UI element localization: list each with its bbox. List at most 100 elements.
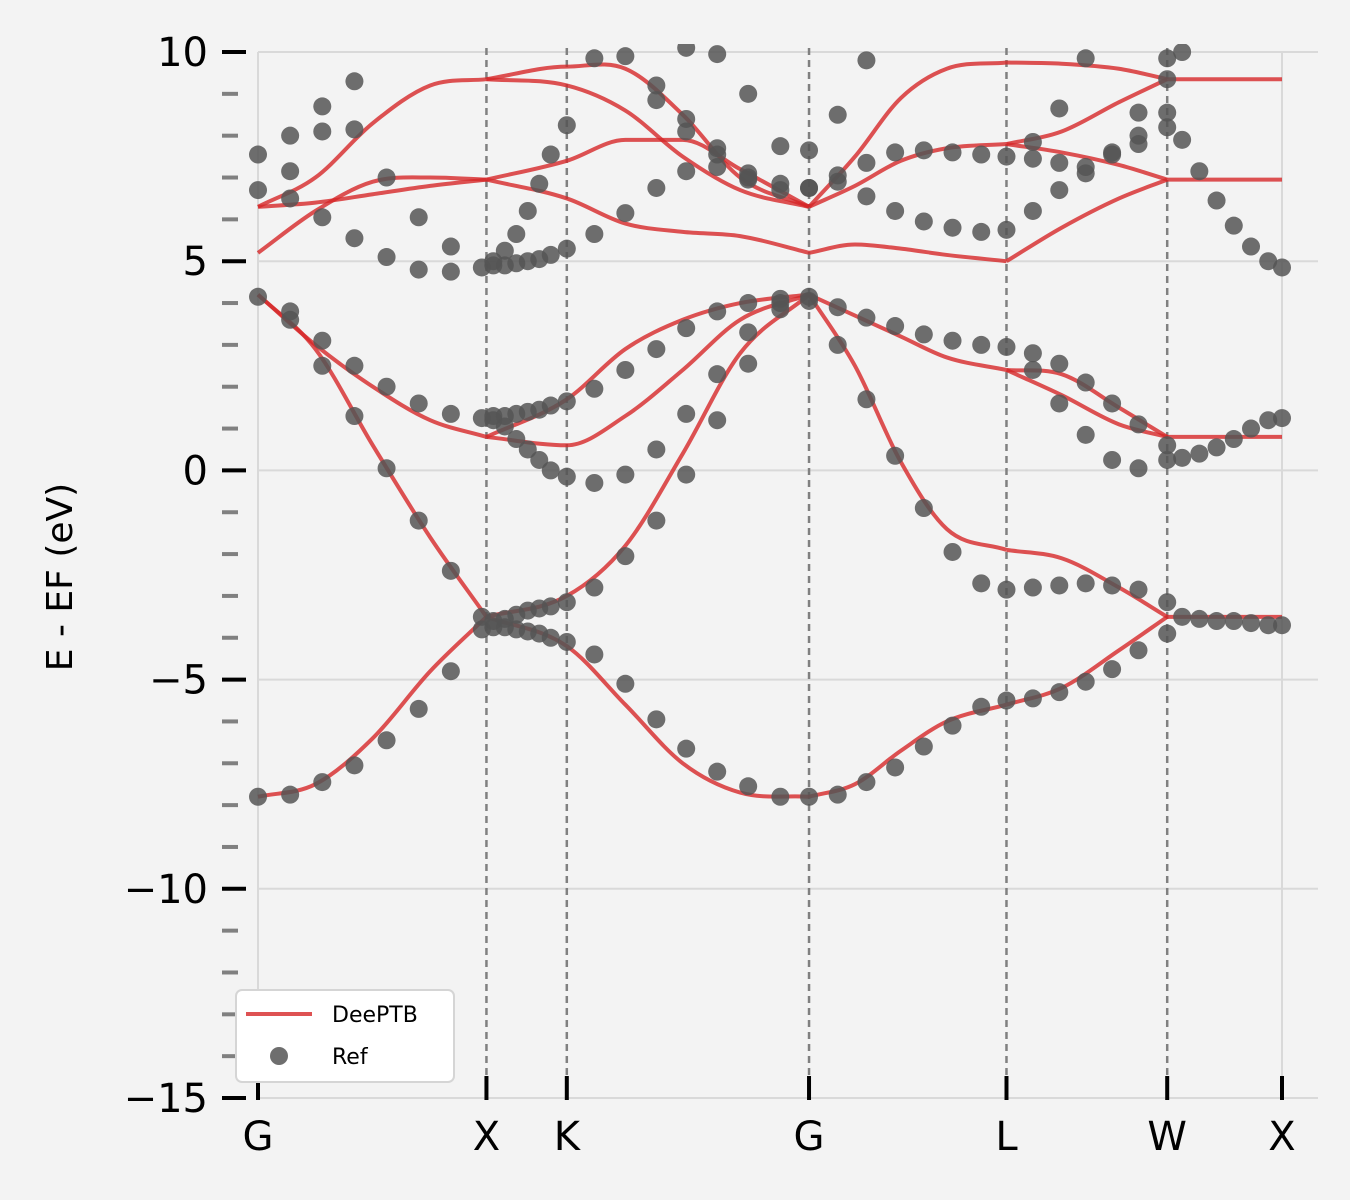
ref-point-19 bbox=[377, 377, 396, 396]
ref-points bbox=[249, 44, 1291, 806]
ref-point-60 bbox=[541, 461, 560, 480]
axis-ticks bbox=[222, 50, 1284, 1100]
ref-point-53 bbox=[541, 597, 560, 616]
ref-point-77 bbox=[495, 241, 514, 260]
ref-point-74 bbox=[541, 245, 560, 264]
ref-point-46 bbox=[541, 628, 560, 647]
ref-point-105 bbox=[616, 360, 635, 379]
deeptb-band-3 bbox=[256, 175, 487, 255]
ref-point-106 bbox=[647, 340, 666, 359]
ref-point-159 bbox=[857, 153, 876, 172]
ref-point-154 bbox=[943, 331, 962, 350]
ref-point-181 bbox=[1158, 624, 1177, 643]
ref-point-58 bbox=[518, 440, 537, 459]
ref-point-104 bbox=[585, 379, 604, 398]
ref-point-232 bbox=[1173, 448, 1192, 467]
ref-point-186 bbox=[1129, 580, 1148, 599]
ref-point-81 bbox=[541, 145, 560, 164]
ref-point-89 bbox=[771, 787, 790, 806]
ref-point-230 bbox=[1259, 616, 1278, 635]
ref-point-140 bbox=[997, 691, 1016, 710]
ref-point-27 bbox=[377, 248, 396, 267]
grid-lines bbox=[257, 51, 1318, 1099]
ref-point-144 bbox=[886, 446, 905, 465]
ref-point-112 bbox=[616, 204, 635, 223]
ref-point-205 bbox=[1158, 103, 1177, 122]
ref-point-0 bbox=[249, 787, 267, 806]
ref-point-2 bbox=[313, 773, 332, 792]
ref-point-16 bbox=[281, 302, 300, 321]
deeptb-band-10 bbox=[485, 177, 810, 255]
ytick-label-0: 10 bbox=[157, 30, 208, 76]
ref-point-82 bbox=[557, 116, 576, 135]
xtick-label-6: X bbox=[1268, 1114, 1295, 1160]
ref-point-218 bbox=[1173, 130, 1192, 149]
ref-point-135 bbox=[857, 773, 876, 792]
ref-point-80 bbox=[530, 174, 549, 193]
ref-point-156 bbox=[997, 337, 1016, 356]
ref-point-222 bbox=[1242, 237, 1261, 256]
tick-labels: 10 5 0 −5 −10 −15 G X K G L W X bbox=[124, 30, 1296, 1160]
ref-point-34 bbox=[345, 72, 364, 91]
ref-point-194 bbox=[1023, 360, 1042, 379]
ref-point-37 bbox=[345, 120, 364, 139]
ref-point-196 bbox=[1076, 425, 1095, 444]
ref-point-26 bbox=[345, 229, 364, 248]
ref-point-59 bbox=[530, 450, 549, 469]
ref-point-200 bbox=[1023, 201, 1042, 220]
ref-point-207 bbox=[1050, 153, 1069, 172]
ref-point-148 bbox=[997, 580, 1016, 599]
ref-point-145 bbox=[914, 499, 933, 518]
deeptb-band-8 bbox=[486, 292, 810, 448]
ref-point-189 bbox=[1050, 354, 1069, 373]
ref-point-132 bbox=[739, 84, 758, 103]
ref-point-17 bbox=[313, 331, 332, 350]
ref-point-110 bbox=[771, 289, 790, 308]
ref-point-176 bbox=[1023, 689, 1042, 708]
ref-point-32 bbox=[281, 126, 300, 145]
ref-point-100 bbox=[677, 404, 696, 423]
ref-point-131 bbox=[708, 45, 727, 64]
ref-point-129 bbox=[771, 137, 790, 156]
ref-point-120 bbox=[647, 76, 666, 95]
ref-point-163 bbox=[972, 145, 991, 164]
ref-point-209 bbox=[1103, 143, 1122, 162]
ref-point-217 bbox=[1158, 70, 1177, 89]
ref-point-160 bbox=[886, 143, 905, 162]
ref-point-166 bbox=[828, 166, 847, 185]
ref-point-102 bbox=[739, 323, 758, 342]
ref-point-149 bbox=[800, 291, 819, 310]
ref-point-18 bbox=[345, 356, 364, 375]
ref-point-178 bbox=[1076, 672, 1095, 691]
ref-point-182 bbox=[1023, 578, 1042, 597]
ref-point-111 bbox=[585, 225, 604, 244]
ref-point-239 bbox=[1173, 44, 1192, 61]
ref-point-124 bbox=[771, 181, 790, 200]
ref-point-174 bbox=[828, 105, 847, 124]
ref-point-95 bbox=[739, 354, 758, 373]
ref-point-137 bbox=[914, 737, 933, 756]
ref-point-29 bbox=[441, 262, 460, 281]
ref-point-98 bbox=[616, 465, 635, 484]
ref-point-128 bbox=[739, 170, 758, 189]
ref-point-84 bbox=[616, 674, 635, 693]
legend-ref-label: Ref bbox=[332, 1045, 369, 1070]
ref-point-126 bbox=[677, 122, 696, 141]
ref-point-91 bbox=[616, 547, 635, 566]
ref-point-125 bbox=[647, 91, 666, 110]
ref-point-227 bbox=[1207, 612, 1226, 631]
ref-point-54 bbox=[557, 593, 576, 612]
ref-point-143 bbox=[857, 390, 876, 409]
ref-point-198 bbox=[1129, 459, 1148, 478]
deeptb-band-18 bbox=[808, 142, 1007, 209]
ref-point-93 bbox=[677, 465, 696, 484]
ref-point-78 bbox=[507, 225, 526, 244]
ref-point-113 bbox=[647, 178, 666, 197]
ref-point-138 bbox=[943, 716, 962, 735]
ref-point-226 bbox=[1190, 609, 1209, 628]
xtick-label-5: W bbox=[1147, 1114, 1187, 1160]
ref-point-216 bbox=[1158, 49, 1177, 68]
ref-point-197 bbox=[1103, 450, 1122, 469]
